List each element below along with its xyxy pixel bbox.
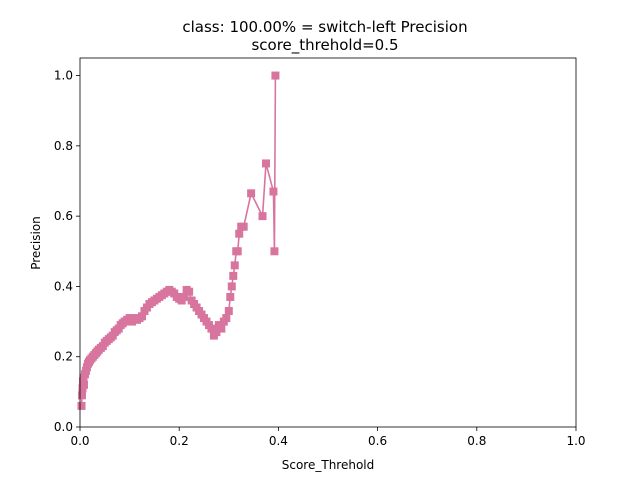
data-point-marker <box>247 189 256 198</box>
x-tick-label: 1.0 <box>566 434 585 448</box>
data-point-marker <box>227 282 236 291</box>
x-tick-label: 0.4 <box>269 434 288 448</box>
data-point-marker <box>212 328 221 337</box>
series-layer <box>77 71 280 410</box>
data-point-marker <box>226 292 235 301</box>
data-point-marker <box>138 312 146 321</box>
data-point-marker <box>77 401 86 410</box>
data-point-marker <box>180 292 189 301</box>
chart-subtitle: score_threhold=0.5 <box>251 36 398 55</box>
y-tick-label: 0.4 <box>54 279 73 293</box>
y-tick-label: 0.0 <box>54 420 73 434</box>
data-point-marker <box>217 324 226 333</box>
plot-frame <box>79 57 577 428</box>
data-point-marker <box>233 247 242 256</box>
data-point-marker <box>185 287 194 296</box>
plot-area <box>80 58 576 427</box>
data-point-marker <box>258 212 267 221</box>
data-point-marker <box>207 324 216 333</box>
y-tick-label: 0.6 <box>54 209 73 223</box>
x-tick-label: 0.6 <box>368 434 387 448</box>
data-point-marker <box>235 229 244 238</box>
axes-frame <box>79 57 577 428</box>
y-axis-label: Precision <box>29 216 43 270</box>
y-tick-label: 0.8 <box>54 139 73 153</box>
data-point-marker <box>222 314 231 323</box>
data-point-marker <box>229 271 238 280</box>
data-point-marker <box>230 261 239 270</box>
data-point-marker <box>239 222 248 231</box>
data-point-marker <box>270 247 279 256</box>
data-point-marker <box>262 159 270 168</box>
data-point-marker <box>79 380 88 389</box>
x-tick-label: 0.2 <box>170 434 189 448</box>
chart-title: class: 100.00% = switch-left Precision <box>182 18 467 36</box>
data-point-marker <box>224 307 233 316</box>
x-tick-label: 0.0 <box>70 434 89 448</box>
data-point-marker <box>77 391 86 400</box>
x-tick-label: 0.8 <box>467 434 486 448</box>
data-point-marker <box>271 71 280 80</box>
plot-background <box>80 58 576 427</box>
y-tick-label: 0.2 <box>54 350 73 364</box>
axis-ticks: 0.0 0.2 0.4 0.6 0.8 1.0 0.0 0.2 0.4 0.6 0.8 1.0 <box>54 69 586 448</box>
data-point-marker <box>269 187 278 196</box>
y-tick-label: 1.0 <box>54 69 73 83</box>
x-axis-label: Score_Threhold <box>282 458 375 472</box>
